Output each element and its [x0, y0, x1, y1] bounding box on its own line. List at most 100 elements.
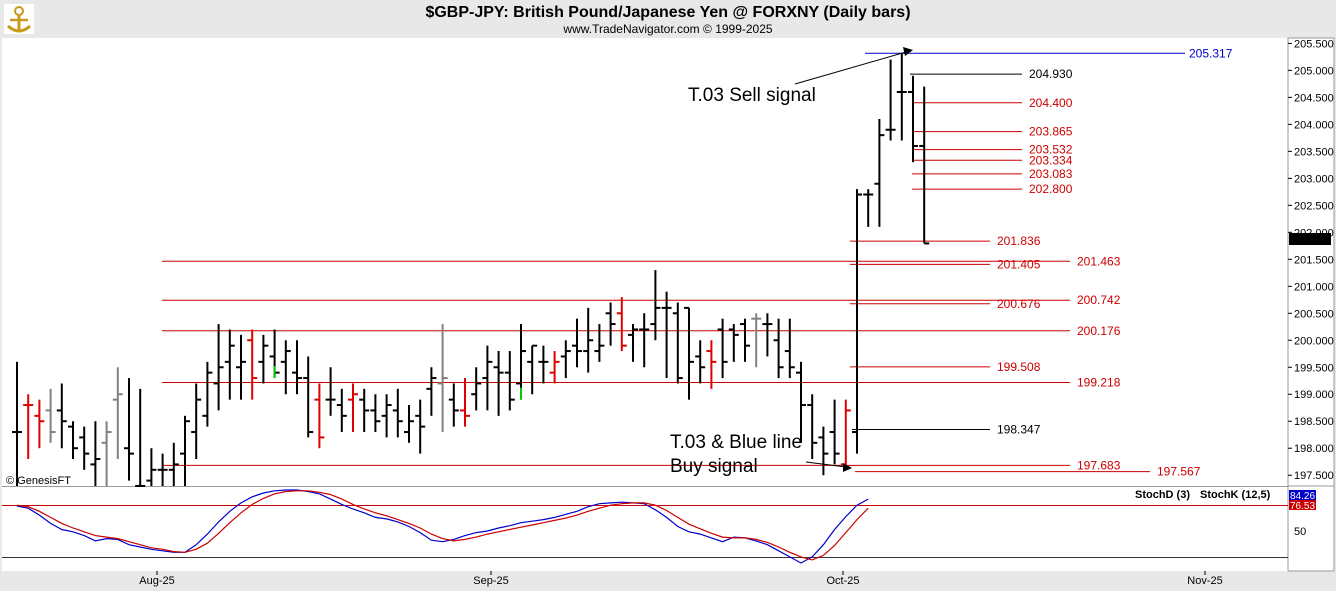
date-axis: Aug-25 Sep-25 Oct-25 Nov-25: [139, 571, 1223, 587]
ohlc-bar: [661, 291, 672, 379]
price-tick-label: 200.500: [1294, 308, 1334, 320]
ohlc-bar: [650, 270, 661, 341]
ohlc-bar: [448, 383, 459, 427]
ohlc-bar: [236, 334, 246, 400]
price-tick-label: 198.500: [1294, 416, 1334, 428]
ohlc-bar: [359, 388, 370, 433]
ohlc-bar: [863, 189, 874, 227]
stoch-series-line: [16, 490, 869, 561]
price-pane: [2, 38, 1288, 486]
date-tick-label: Aug-25: [139, 575, 174, 587]
ohlc-bar: [269, 329, 280, 379]
price-tick-label: 203.000: [1294, 173, 1334, 185]
date-tick-label: Sep-25: [473, 575, 508, 587]
ohlc-bar: [885, 59, 896, 141]
price-level-label: 202.800: [1029, 182, 1073, 196]
ohlc-bar: [572, 318, 582, 368]
price-level-label: 200.176: [1077, 324, 1121, 338]
sell-arrow-head: [903, 47, 913, 56]
stoch-series-line: [16, 489, 869, 564]
stoch-d-value-box: [1289, 500, 1316, 510]
stochastic-lines: [16, 489, 869, 564]
price-level-label: 197.683: [1077, 458, 1121, 472]
ohlc-bar: [706, 340, 717, 389]
ohlc-bar: [381, 394, 392, 438]
ohlc-bar: [224, 329, 235, 400]
ohlc-bar: [852, 189, 862, 454]
ohlc-bar: [79, 426, 90, 470]
ohlc-bar: [527, 344, 538, 395]
ohlc-bar: [213, 324, 224, 411]
ohlc-bar: [258, 334, 269, 384]
ohlc-bar: [146, 448, 157, 486]
ohlc-bar: [493, 351, 504, 416]
price-bars: [12, 53, 930, 487]
ohlc-bar: [34, 399, 45, 449]
ohlc-bar: [896, 53, 907, 141]
ohlc-bar: [482, 345, 493, 411]
ohlc-bar: [762, 313, 773, 357]
buy-signal-label-1: T.03 & Blue line: [670, 432, 802, 453]
price-tick-label: 205.500: [1294, 38, 1334, 50]
price-level-label: 203.532: [1029, 143, 1073, 157]
ohlc-bar: [471, 367, 482, 411]
price-level-label: 197.567: [1157, 465, 1201, 479]
ohlc-bar: [538, 345, 549, 384]
price-level-label: 201.463: [1077, 254, 1121, 268]
ohlc-bar: [135, 388, 146, 487]
ohlc-bar: [605, 302, 616, 346]
price-tick-label: 197.500: [1294, 470, 1334, 482]
ohlc-bar: [560, 340, 571, 379]
ohlc-bar: [247, 329, 258, 400]
price-tick-label: 205.000: [1294, 65, 1334, 77]
stoch-d-value: 76.53: [1290, 501, 1315, 512]
price-tick-label: 198.000: [1294, 443, 1334, 455]
ohlc-bar: [728, 324, 739, 362]
ohlc-bar: [157, 453, 168, 486]
price-level-label: 203.865: [1029, 125, 1073, 139]
stoch-k-legend: StochK (12,5): [1200, 489, 1271, 501]
price-level-label: 199.508: [997, 360, 1041, 374]
price-tick-label: 200.000: [1294, 335, 1334, 347]
sell-annotation: T.03 Sell signal: [688, 47, 913, 106]
price-level-label: 200.742: [1077, 293, 1121, 307]
ohlc-bar: [348, 383, 358, 433]
ohlc-bar: [404, 405, 414, 443]
ohlc-bar: [12, 361, 22, 486]
ohlc-bar: [818, 426, 829, 476]
sell-signal-label: T.03 Sell signal: [688, 85, 816, 106]
ohlc-bar: [325, 367, 336, 416]
ohlc-bar: [796, 361, 806, 443]
ohlc-bar: [437, 324, 448, 433]
date-tick-label: Nov-25: [1187, 575, 1222, 587]
ohlc-bar: [583, 307, 594, 373]
price-level-label: 201.836: [997, 234, 1041, 248]
date-axis-panel: [2, 571, 1288, 589]
sell-signal-arrow: [794, 51, 907, 85]
last-price-label: 201.794: [1290, 234, 1330, 246]
ohlc-bar: [415, 399, 426, 454]
ohlc-bar: [672, 302, 683, 384]
ohlc-bar: [292, 340, 302, 395]
buy-arrow-head: [843, 463, 852, 472]
buy-signal-label-2: Buy signal: [670, 456, 758, 477]
price-level-label: 205.317: [1189, 46, 1233, 60]
ohlc-bar: [751, 313, 762, 368]
price-levels: 205.317 204.930 204.400 203.865 203.532203.3…: [162, 46, 1233, 479]
stoch-k-value: 84.26: [1290, 491, 1315, 502]
price-level-label: 203.334: [1029, 153, 1073, 167]
trade-navigator-logo-icon: [4, 4, 34, 34]
ohlc-bar: [426, 367, 437, 416]
price-tick-label: 202.500: [1294, 200, 1334, 212]
ohlc-bar: [874, 118, 885, 227]
price-level-label: 204.400: [1029, 96, 1073, 110]
ohlc-bar: [684, 306, 694, 400]
ohlc-bar: [695, 340, 706, 384]
ohlc-bar: [168, 442, 179, 486]
price-tick-label: 201.500: [1294, 254, 1334, 266]
ohlc-bar: [516, 324, 526, 400]
chart-title: $GBP-JPY: British Pound/Japanese Yen @ F…: [425, 4, 910, 21]
ohlc-bar: [314, 383, 325, 449]
ohlc-bar: [336, 388, 347, 433]
